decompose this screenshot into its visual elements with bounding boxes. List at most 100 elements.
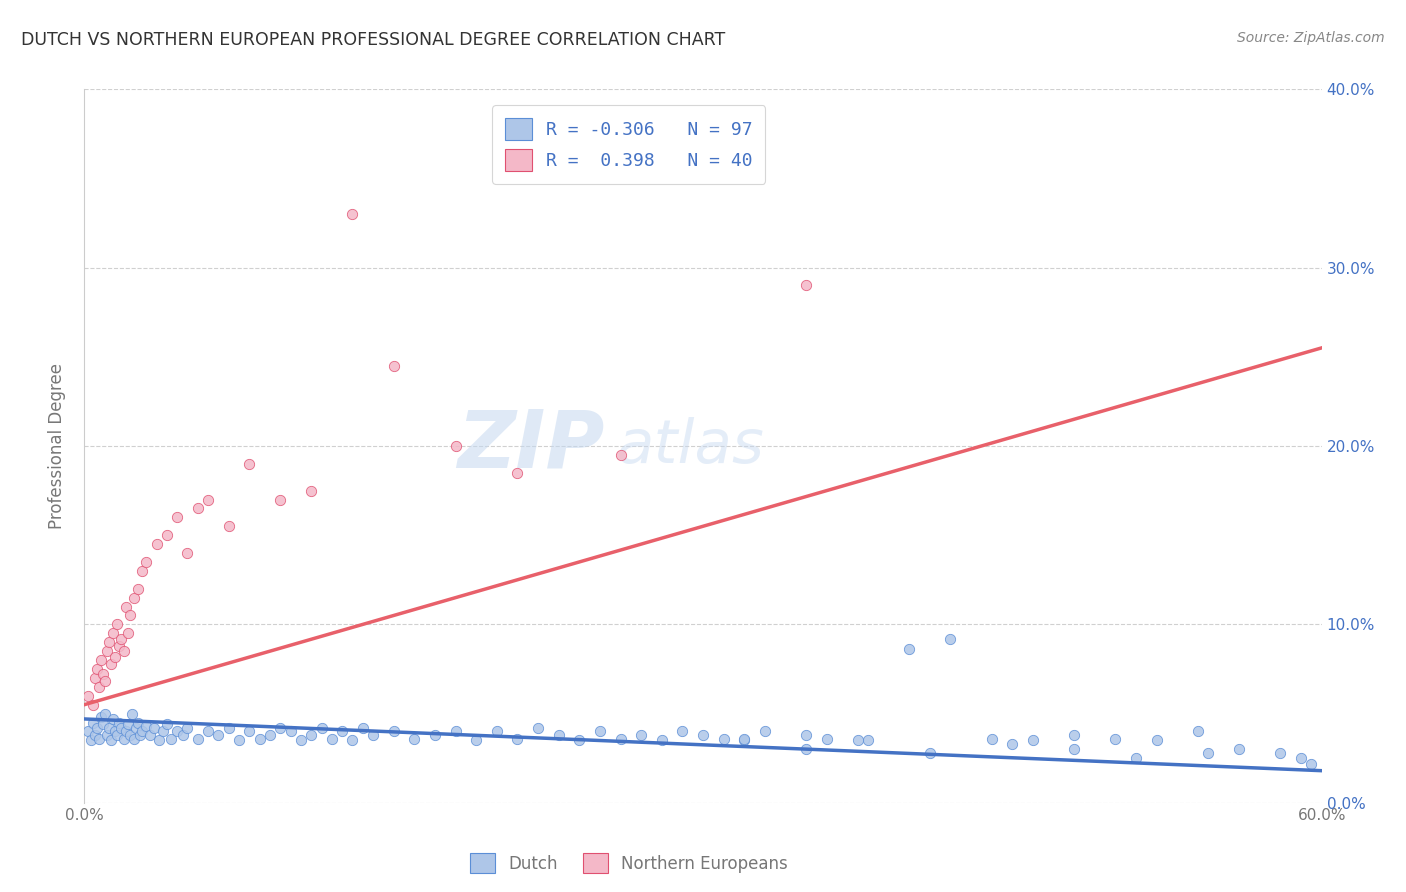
Point <box>794 728 817 742</box>
Point <box>197 492 219 507</box>
Point <box>156 717 179 731</box>
Point <box>129 728 152 742</box>
Point <box>104 724 127 739</box>
Point <box>103 712 125 726</box>
Point <box>299 483 322 498</box>
Point <box>238 457 260 471</box>
Point <box>82 698 104 712</box>
Point <box>139 728 162 742</box>
Point <box>114 724 136 739</box>
Point <box>1197 746 1219 760</box>
Point <box>176 721 198 735</box>
Point <box>1187 724 1209 739</box>
Point <box>108 715 131 730</box>
Point <box>122 731 145 746</box>
Y-axis label: Professional Degree: Professional Degree <box>48 363 66 529</box>
Point <box>444 724 467 739</box>
Point <box>100 657 122 671</box>
Point <box>118 608 141 623</box>
Point <box>692 728 714 742</box>
Point <box>112 644 135 658</box>
Point <box>259 728 281 742</box>
Point <box>1146 733 1168 747</box>
Point <box>609 448 631 462</box>
Point <box>127 582 149 596</box>
Point <box>939 632 962 646</box>
Point <box>218 519 240 533</box>
Point <box>98 721 121 735</box>
Point <box>330 724 353 739</box>
Point <box>321 731 343 746</box>
Point <box>90 710 112 724</box>
Point <box>1125 751 1147 765</box>
Point <box>176 546 198 560</box>
Legend: Dutch, Northern Europeans: Dutch, Northern Europeans <box>463 847 794 880</box>
Point <box>1001 737 1024 751</box>
Point <box>856 733 879 747</box>
Point <box>94 706 117 721</box>
Point <box>404 731 426 746</box>
Point <box>794 742 817 756</box>
Text: ZIP: ZIP <box>457 407 605 485</box>
Point <box>207 728 229 742</box>
Point <box>143 721 166 735</box>
Point <box>86 662 108 676</box>
Point <box>166 510 188 524</box>
Point <box>114 599 136 614</box>
Point <box>127 715 149 730</box>
Point <box>172 728 194 742</box>
Point <box>299 728 322 742</box>
Point <box>1227 742 1250 756</box>
Point <box>108 639 131 653</box>
Point <box>152 724 174 739</box>
Point <box>98 635 121 649</box>
Point <box>83 728 105 742</box>
Point <box>342 207 364 221</box>
Point <box>228 733 250 747</box>
Point <box>980 731 1002 746</box>
Point <box>110 632 132 646</box>
Point <box>568 733 591 747</box>
Point <box>104 649 127 664</box>
Point <box>94 674 117 689</box>
Point <box>156 528 179 542</box>
Point <box>117 717 139 731</box>
Point <box>160 731 183 746</box>
Point <box>131 564 153 578</box>
Point <box>589 724 612 739</box>
Point <box>1063 742 1085 756</box>
Text: Source: ZipAtlas.com: Source: ZipAtlas.com <box>1237 31 1385 45</box>
Point <box>815 731 838 746</box>
Point <box>82 715 104 730</box>
Point <box>527 721 550 735</box>
Point <box>423 728 446 742</box>
Point <box>311 721 333 735</box>
Point <box>671 724 693 739</box>
Point <box>125 721 148 735</box>
Point <box>118 728 141 742</box>
Point <box>83 671 105 685</box>
Point <box>187 731 209 746</box>
Point <box>651 733 673 747</box>
Point <box>630 728 652 742</box>
Point <box>465 733 488 747</box>
Point <box>280 724 302 739</box>
Point <box>352 721 374 735</box>
Point <box>218 721 240 735</box>
Point <box>1022 733 1045 747</box>
Point <box>382 359 405 373</box>
Point <box>1301 756 1323 771</box>
Point <box>105 617 128 632</box>
Point <box>1063 728 1085 742</box>
Point <box>77 689 100 703</box>
Point <box>361 728 384 742</box>
Point <box>187 501 209 516</box>
Point <box>269 721 291 735</box>
Point <box>90 653 112 667</box>
Point <box>249 731 271 746</box>
Point <box>103 626 125 640</box>
Point <box>1104 731 1126 746</box>
Point <box>110 721 132 735</box>
Point <box>290 733 312 747</box>
Point <box>918 746 941 760</box>
